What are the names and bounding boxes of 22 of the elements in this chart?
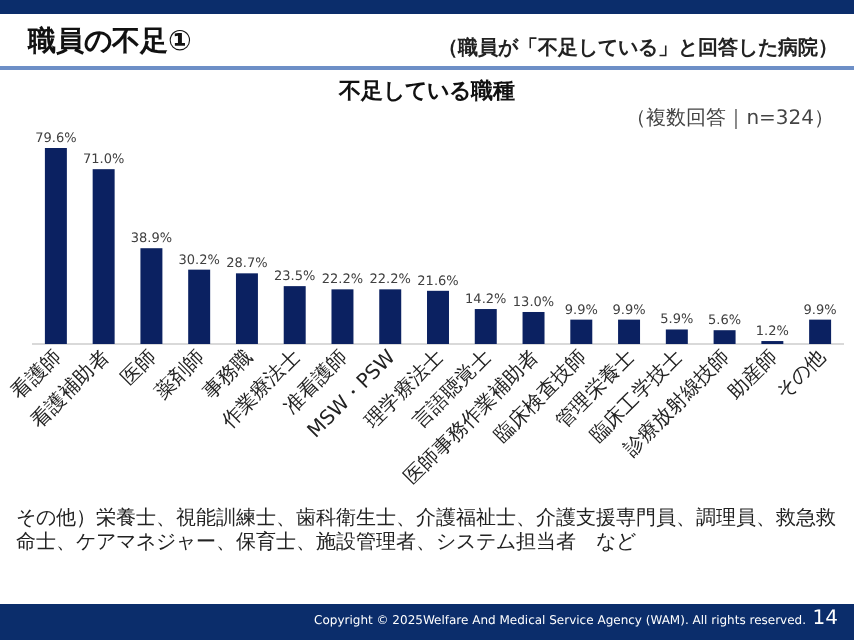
text: その他）栄養士、視能訓練士、歯科衛生士、介護福祉士、介護支援専門員、調理員、救急救命士、ケアマネジャー、保育士、施設管理者、システム担当者 など xyxy=(16,508,838,556)
bar xyxy=(665,329,688,344)
text: 14 xyxy=(812,608,838,630)
chart-subtitle: 不足している職種 xyxy=(337,76,517,106)
chart-title: 職員の不足① xyxy=(28,24,192,60)
bar xyxy=(522,311,545,344)
bar xyxy=(188,269,211,344)
bar xyxy=(283,286,306,344)
bar xyxy=(713,330,736,344)
bar xyxy=(140,248,163,344)
bar xyxy=(235,273,258,344)
bar xyxy=(331,289,354,344)
bar xyxy=(427,290,449,344)
text: （職員が「不足している」と回答した病院） xyxy=(438,35,838,62)
bar xyxy=(618,319,641,344)
bar xyxy=(92,169,115,344)
bar xyxy=(570,319,593,344)
text: （複数回答｜n=324） xyxy=(626,105,834,132)
bar xyxy=(474,309,497,344)
bar xyxy=(809,319,832,344)
bar xyxy=(44,148,67,344)
bar xyxy=(379,289,402,344)
